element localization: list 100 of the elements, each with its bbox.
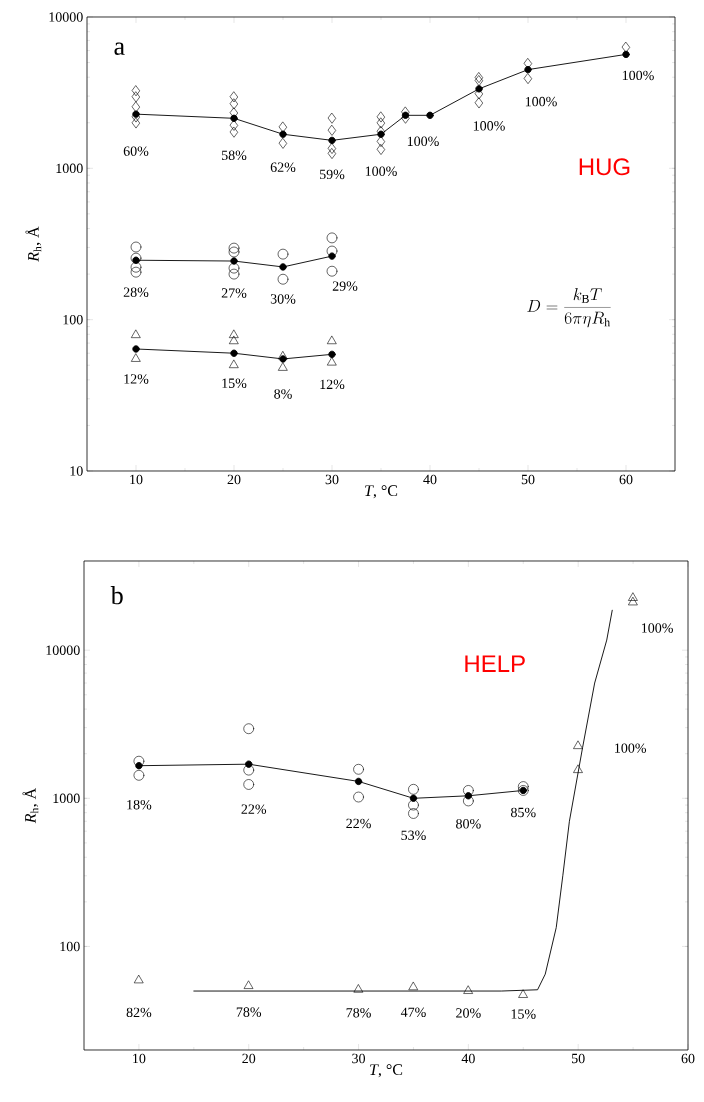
point: [327, 113, 337, 124]
point: [133, 770, 145, 781]
annotation: 53%: [401, 830, 426, 841]
point: [376, 117, 386, 129]
x-tick-label: 60: [681, 1053, 695, 1064]
point: [278, 351, 288, 360]
annotation: 12%: [124, 374, 149, 384]
y-axis-title: R$_{h}$, Å: [25, 226, 42, 262]
point: [524, 65, 532, 74]
point: [130, 261, 142, 273]
x-tick-label: 20: [227, 474, 241, 485]
annotation: $D = \frac{k_\mathrm{B}T}{6\pi\eta R_\mathrm{h}}$: [527, 288, 611, 328]
annotation: 18%: [127, 799, 152, 810]
point: [230, 257, 238, 265]
annotation: 15%: [511, 1009, 536, 1019]
point: [408, 799, 419, 811]
point: [523, 73, 533, 85]
point: [131, 101, 141, 113]
annotation: 85%: [510, 807, 536, 818]
annotation: 80%: [456, 819, 481, 829]
point: [130, 252, 142, 264]
y-tick-label: 100: [63, 314, 83, 325]
point: [426, 111, 434, 119]
point: [326, 265, 338, 277]
point: [474, 97, 484, 109]
annotation: b: [110, 586, 123, 605]
point: [131, 85, 141, 97]
y-tick-label: 1000: [53, 793, 80, 804]
point: [353, 763, 364, 775]
annotation: HELP: [465, 655, 525, 672]
point: [130, 266, 142, 278]
point: [376, 144, 386, 155]
x-tick-label: 50: [572, 1053, 585, 1064]
point: [628, 597, 638, 606]
point: [573, 740, 583, 749]
point: [244, 980, 254, 989]
point: [228, 262, 240, 274]
point: [353, 984, 364, 993]
annotation: 100%: [473, 121, 505, 131]
x-axis-title: T, °C: [370, 1064, 403, 1078]
annotation: 100%: [641, 623, 673, 633]
point: [229, 335, 239, 345]
annotation: a: [114, 42, 125, 55]
x-tick-label: 30: [352, 1053, 366, 1064]
annotation: 62%: [270, 162, 296, 172]
annotation: 22%: [346, 818, 371, 829]
point: [278, 362, 288, 371]
point: [130, 241, 142, 253]
y-axis-title: R$_{h}$, Å: [22, 787, 39, 824]
x-tick-label: 10: [133, 1053, 146, 1064]
annotation: 100%: [525, 96, 557, 107]
point: [622, 50, 630, 59]
point: [228, 242, 240, 254]
point: [133, 755, 145, 767]
annotation: 27%: [221, 288, 247, 298]
annotation: 78%: [236, 1007, 262, 1017]
point: [132, 256, 140, 264]
point: [621, 42, 631, 53]
point: [279, 263, 287, 271]
point: [328, 136, 336, 145]
point: [326, 232, 338, 244]
point: [408, 981, 419, 991]
y-tick-label: 10000: [46, 645, 80, 655]
point: [376, 136, 386, 147]
point: [229, 98, 239, 110]
x-tick-label: 40: [461, 1053, 475, 1064]
point: [463, 785, 474, 796]
annotation: 29%: [332, 281, 358, 291]
x-tick-label: 40: [423, 474, 437, 485]
point: [327, 148, 337, 159]
point: [279, 130, 287, 138]
annotation: 22%: [241, 804, 267, 814]
annotation: 58%: [221, 150, 247, 161]
annotation: 8%: [274, 389, 292, 399]
point: [401, 111, 410, 119]
point: [327, 357, 337, 366]
point: [229, 120, 239, 131]
annotation: 100%: [407, 136, 439, 147]
y-tick-label: 10000: [49, 12, 83, 22]
point: [463, 795, 474, 807]
x-tick-label: 50: [521, 474, 535, 485]
x-axis-title: T, °C: [365, 485, 398, 499]
point: [475, 85, 483, 93]
point: [131, 91, 141, 103]
annotation: 100%: [615, 743, 647, 753]
annotation: 47%: [400, 1007, 426, 1018]
point: [131, 117, 141, 129]
point: [354, 777, 363, 786]
point: [228, 246, 240, 258]
point: [243, 764, 255, 776]
point: [278, 138, 288, 149]
point: [277, 248, 289, 260]
y-tick-label: 10: [70, 466, 83, 476]
y-tick-label: 100: [60, 941, 80, 952]
point: [243, 723, 255, 735]
point: [230, 114, 238, 122]
point: [132, 345, 140, 353]
point: [229, 91, 239, 103]
point: [408, 784, 419, 795]
point: [132, 110, 140, 118]
